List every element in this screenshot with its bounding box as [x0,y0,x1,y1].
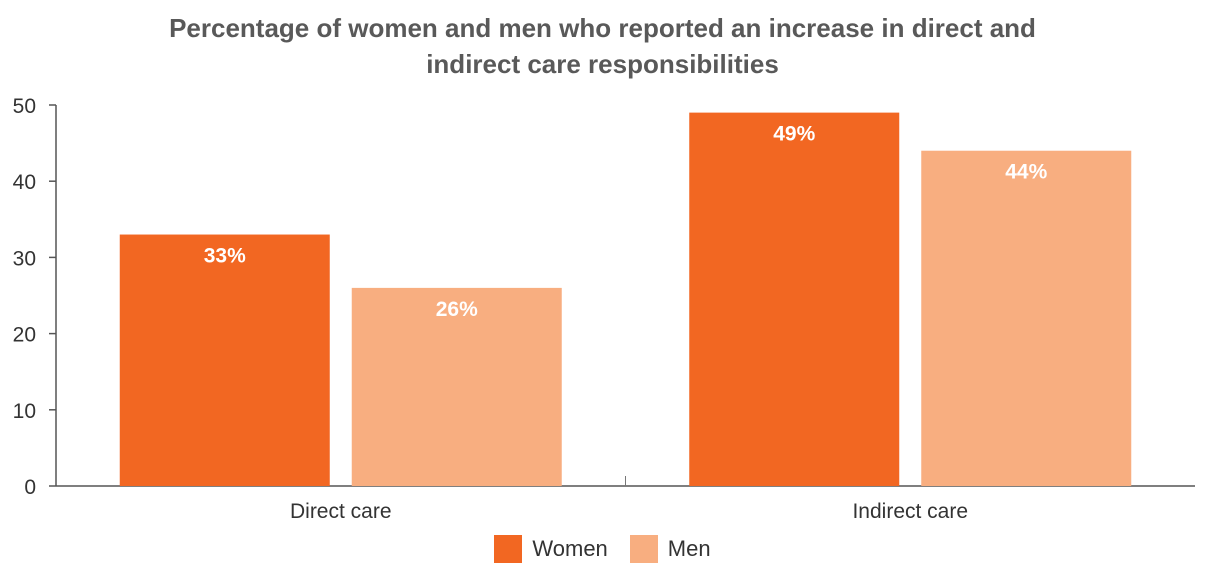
legend-label-women: Women [532,536,608,561]
chart-title: Percentage of women and men who reported… [0,10,1205,82]
chart-title-line-2: indirect care responsibilities [426,49,779,79]
y-tick-label: 40 [13,171,36,194]
bar-women-direct-care [119,234,330,486]
chart-labels: 33% 26% Direct care 49% 44% Indirect care [204,123,1048,523]
chart-bars [119,112,1132,487]
legend-swatch-men [629,535,658,563]
data-label: 44% [1005,161,1047,184]
data-label: 33% [204,245,246,268]
data-label: 26% [436,298,478,321]
x-category-label: Direct care [290,500,392,523]
y-tick-label: 30 [13,247,36,270]
bar-women-indirect-care [689,112,900,487]
chart-title-line-1: Percentage of women and men who reported… [169,13,1036,43]
legend-item-men: Men [629,535,711,563]
data-label: 49% [773,123,815,146]
y-tick-label: 10 [13,400,36,423]
y-tick-label: 0 [24,476,36,499]
bar-men-direct-care [351,287,562,486]
y-tick-label: 50 [13,95,36,118]
y-tick-label: 20 [13,324,36,347]
bar-men-indirect-care [921,150,1132,486]
legend-swatch-women [494,535,523,563]
legend-item-women: Women [494,535,608,563]
x-category-label: Indirect care [852,500,968,523]
legend-label-men: Men [667,536,711,561]
legend: Women Men [0,535,1205,563]
